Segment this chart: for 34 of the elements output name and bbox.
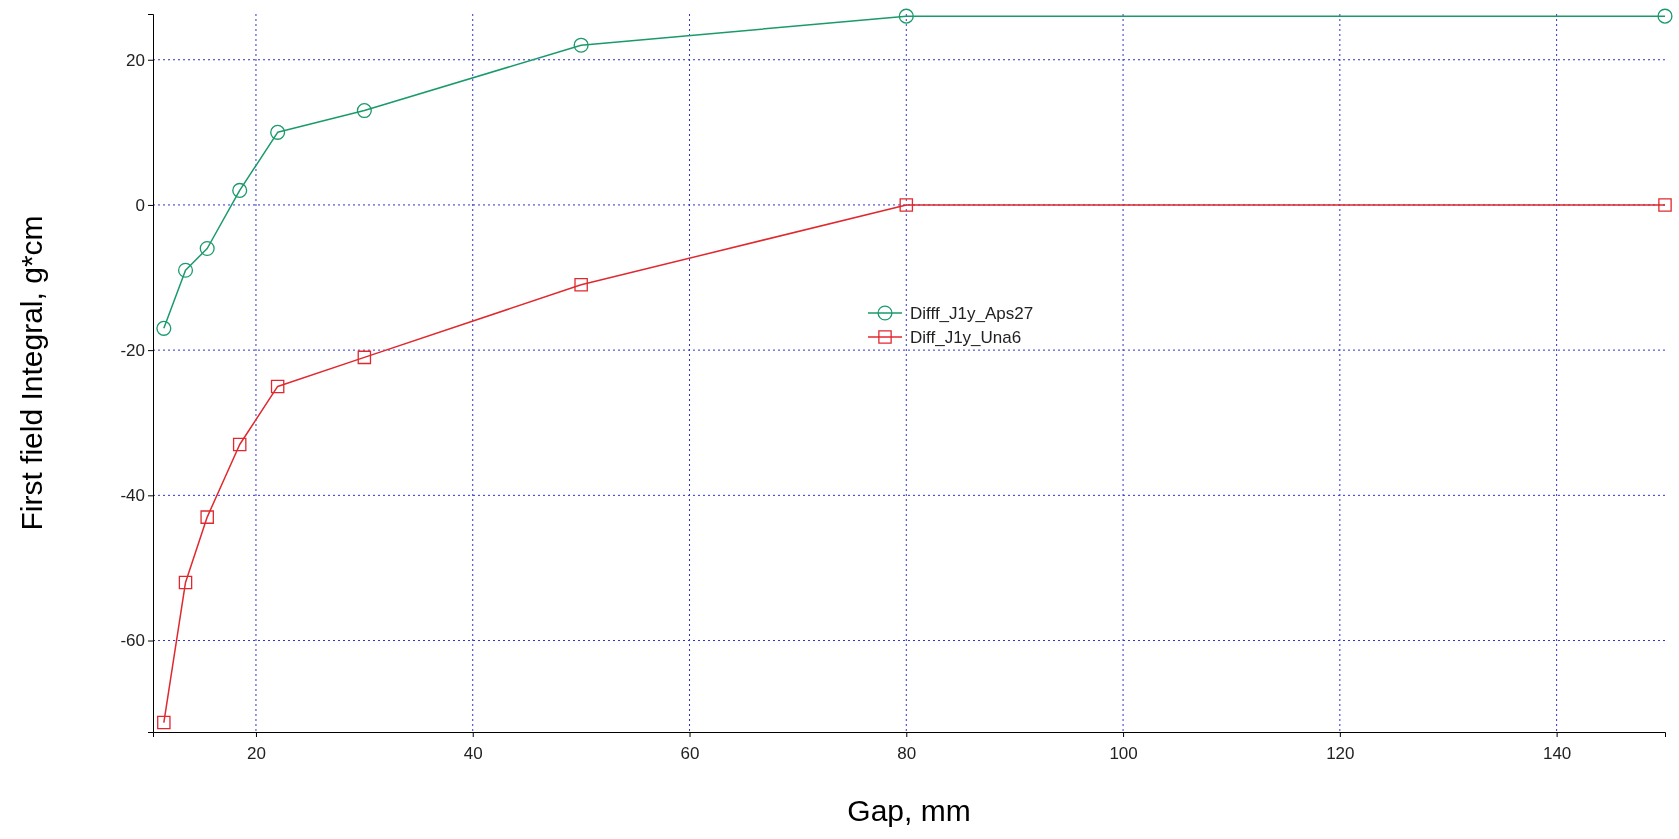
point: [1657, 8, 1673, 24]
point: [574, 278, 588, 292]
x-tick-label: 120: [1326, 743, 1355, 763]
x-tick-label: 20: [247, 743, 266, 763]
x-tick-label: 60: [680, 743, 700, 763]
legend-label: Diff_J1y_Una6: [910, 328, 1022, 347]
point: [156, 320, 172, 336]
point: [232, 437, 247, 452]
point: [899, 198, 914, 212]
y-tick-label: -20: [120, 341, 145, 361]
point: [898, 8, 914, 24]
x-tick-label: 140: [1542, 743, 1572, 763]
y-axis-title: First field Integral, g*cm: [15, 215, 48, 531]
y-tick-label: -40: [120, 486, 145, 506]
point: [157, 715, 171, 730]
legend-label: Difff_J1y_Aps27: [910, 304, 1034, 323]
point: [178, 575, 193, 590]
x-tick-label: 80: [897, 743, 917, 763]
y-tick-label: 20: [126, 50, 145, 70]
point: [270, 124, 286, 140]
point: [573, 37, 589, 53]
point: [270, 379, 285, 394]
point: [199, 240, 215, 257]
y-tick-label: 0: [135, 195, 145, 215]
x-tick-label: 100: [1109, 743, 1138, 763]
point: [1658, 198, 1672, 212]
x-axis-title: Gap, mm: [847, 794, 971, 827]
point: [177, 262, 194, 278]
point: [200, 510, 214, 524]
y-tick-label: -60: [120, 631, 145, 651]
point: [232, 182, 248, 198]
point: [357, 350, 372, 365]
point: [356, 103, 372, 119]
x-tick-label: 40: [463, 743, 483, 763]
